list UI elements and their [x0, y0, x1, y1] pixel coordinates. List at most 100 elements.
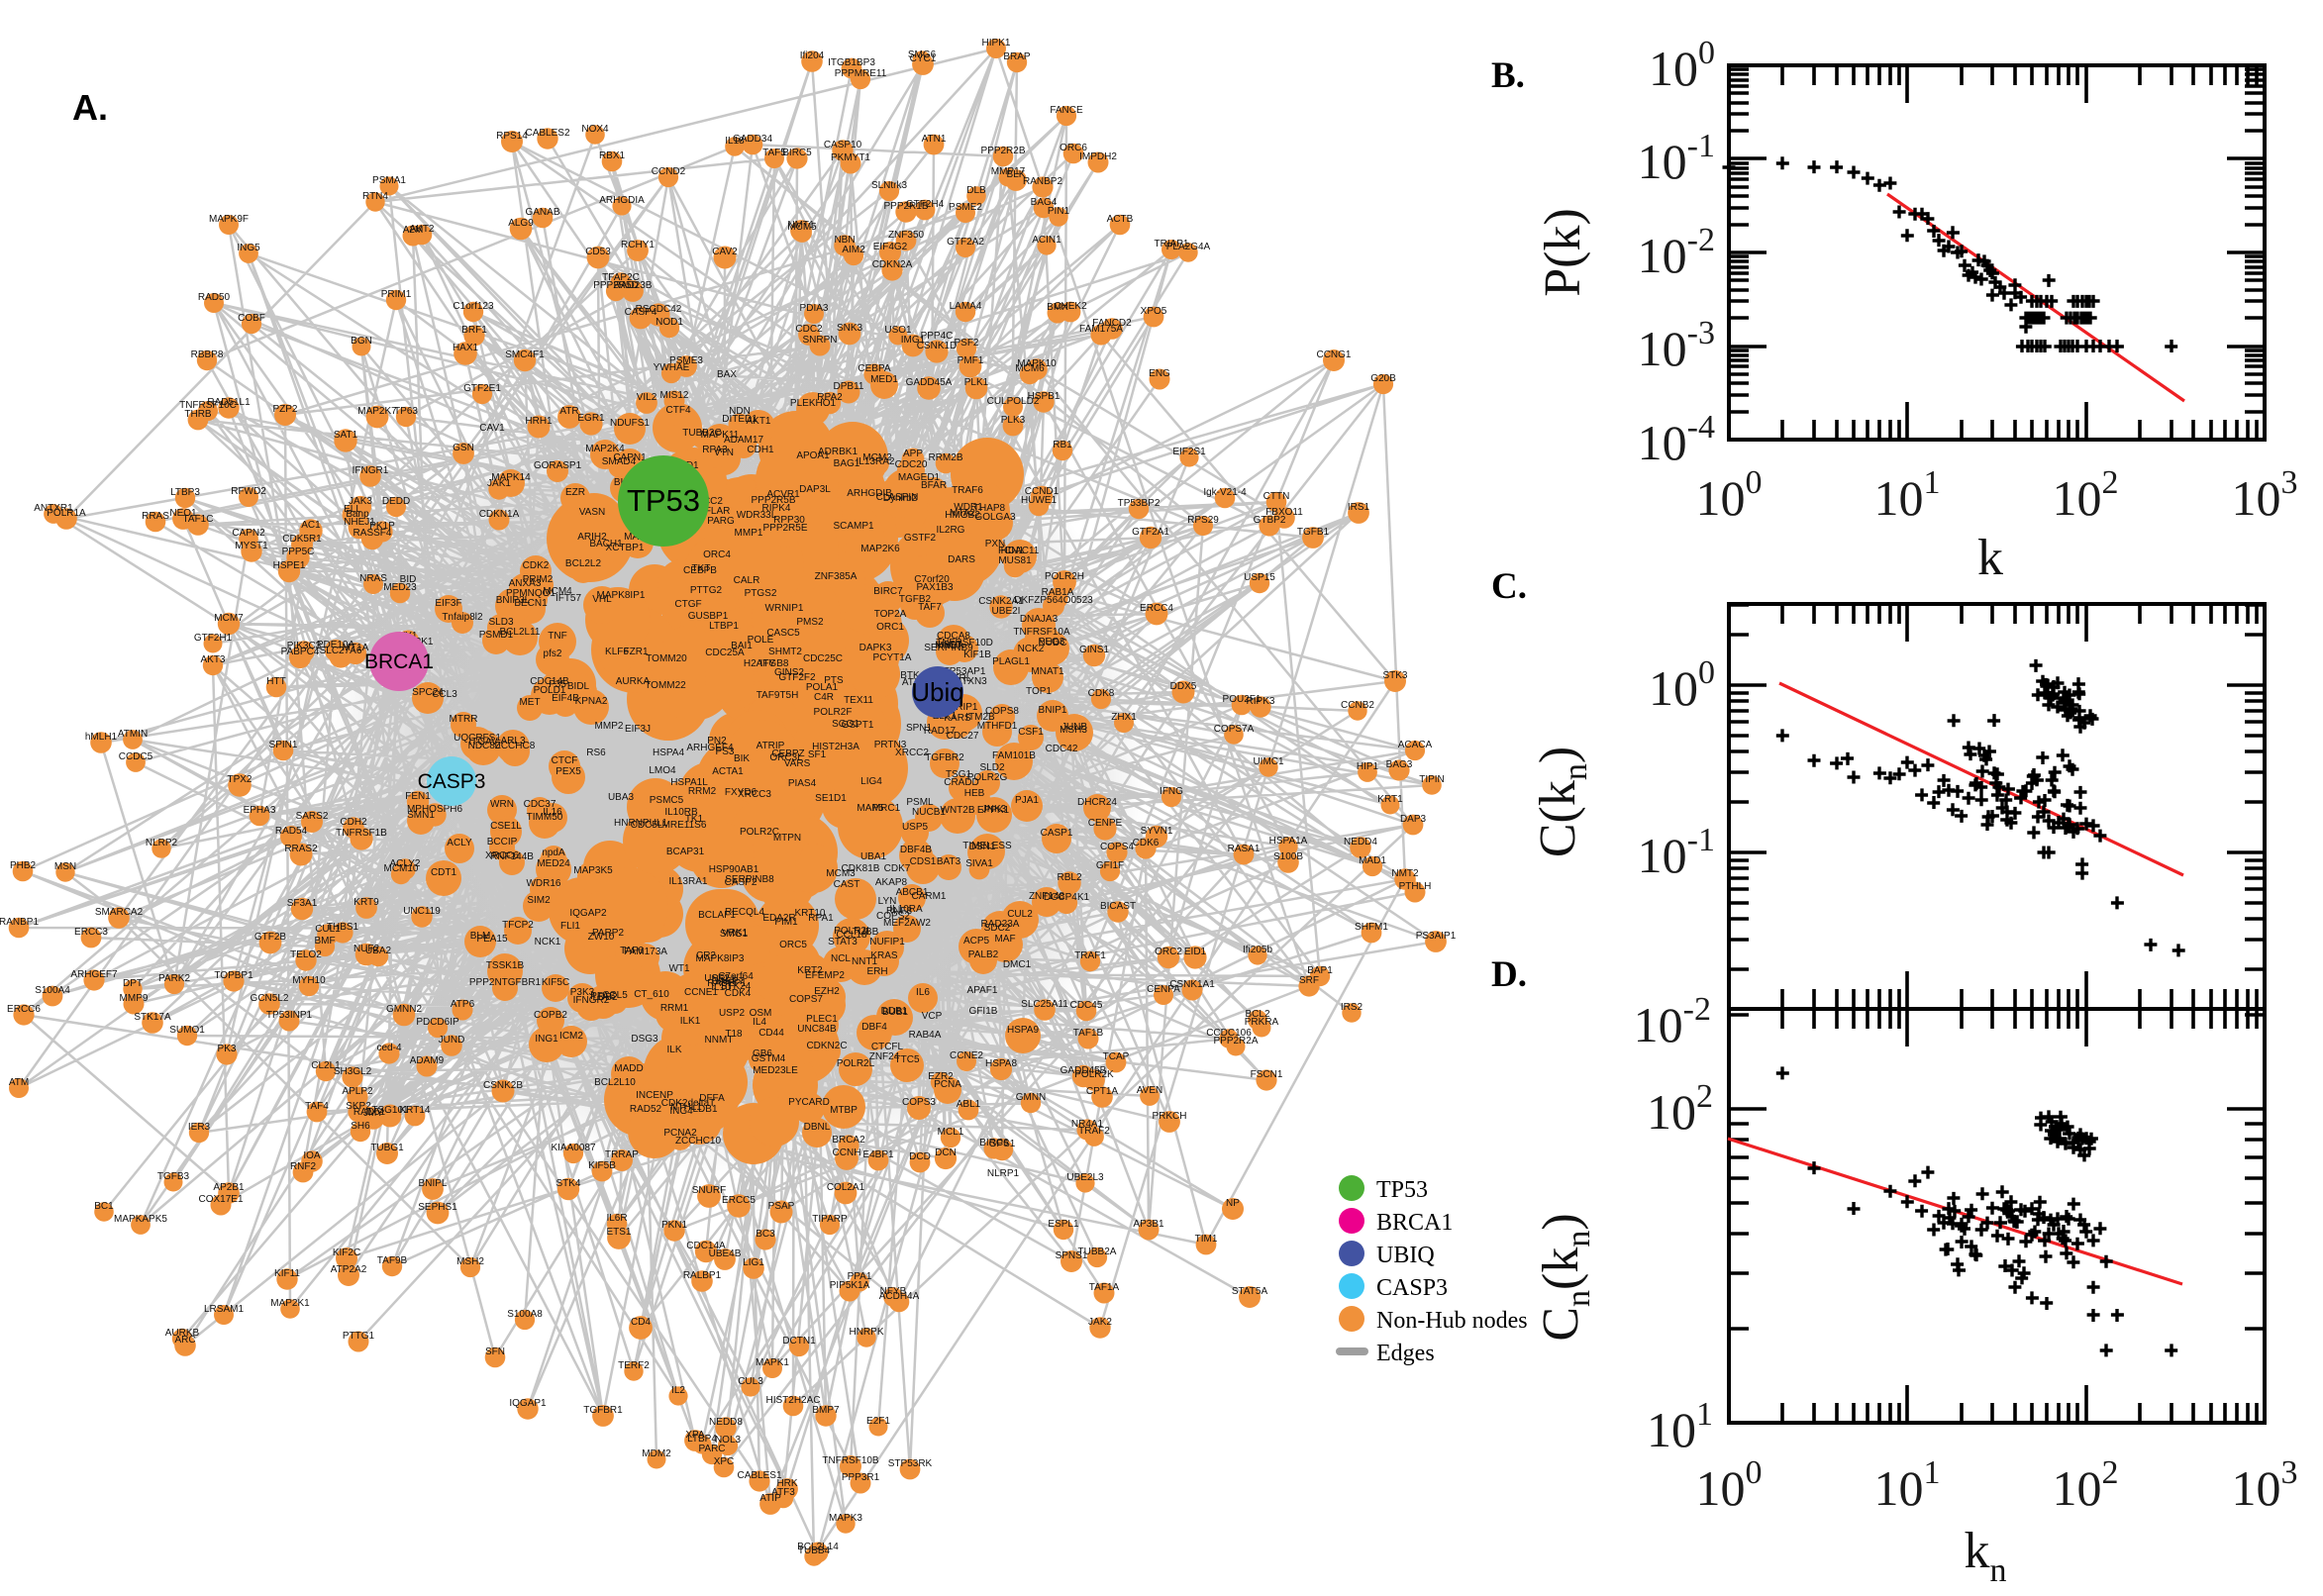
svg-text:DEDD: DEDD	[382, 496, 410, 507]
svg-text:AIM2: AIM2	[842, 245, 865, 255]
svg-text:SMN1: SMN1	[407, 810, 435, 821]
svg-text:FSCN1: FSCN1	[1251, 1069, 1283, 1080]
svg-text:RB1: RB1	[1053, 440, 1072, 450]
svg-text:PIK3C3: PIK3C3	[287, 641, 322, 651]
svg-text:C.: C.	[1491, 566, 1527, 607]
svg-text:TGFBR1: TGFBR1	[583, 1405, 623, 1416]
svg-text:UQCRFS1: UQCRFS1	[454, 733, 501, 744]
svg-text:CDC37: CDC37	[524, 799, 556, 810]
svg-text:SNURF: SNURF	[692, 1185, 726, 1196]
svg-text:EGR1: EGR1	[577, 413, 605, 424]
svg-text:JMY: JMY	[363, 1108, 383, 1119]
svg-text:ING1: ING1	[535, 1034, 558, 1045]
svg-text:TUBB2A: TUBB2A	[1078, 1247, 1117, 1257]
svg-text:SMG6: SMG6	[908, 50, 937, 60]
svg-text:PIM1: PIM1	[774, 917, 798, 928]
svg-text:MAGED1: MAGED1	[898, 472, 941, 483]
svg-text:COPS7: COPS7	[789, 994, 823, 1005]
svg-text:CCL5: CCL5	[602, 990, 628, 1001]
svg-text:SDC2: SDC2	[984, 923, 1011, 934]
svg-text:KRT10: KRT10	[795, 908, 826, 919]
svg-text:CDK7: CDK7	[884, 863, 911, 874]
svg-text:AKT3: AKT3	[200, 654, 225, 665]
svg-text:S100B: S100B	[1273, 851, 1303, 862]
svg-text:RNF2: RNF2	[290, 1161, 317, 1172]
svg-text:AKAP8: AKAP8	[875, 877, 908, 888]
svg-text:BLM: BLM	[470, 931, 491, 942]
svg-text:HTT: HTT	[266, 676, 285, 687]
svg-text:IL13RA2: IL13RA2	[857, 456, 895, 467]
svg-text:C7orf64: C7orf64	[718, 971, 754, 982]
svg-text:ZNF350: ZNF350	[888, 230, 925, 241]
svg-text:PPP2NTGFBR1: PPP2NTGFBR1	[469, 977, 542, 988]
svg-text:CL2L1: CL2L1	[311, 1060, 341, 1071]
svg-text:CCNG1: CCNG1	[1316, 349, 1351, 360]
svg-text:PS3: PS3	[716, 747, 735, 757]
svg-text:ZCCHC8: ZCCHC8	[495, 741, 536, 751]
svg-text:TGFB1: TGFB1	[1297, 527, 1330, 538]
svg-text:ARHGEF4: ARHGEF4	[686, 743, 734, 753]
svg-text:ORC6: ORC6	[1060, 143, 1087, 153]
svg-text:DBNL: DBNL	[804, 1122, 831, 1133]
svg-text:ERCC3: ERCC3	[74, 927, 108, 938]
svg-text:BRF1: BRF1	[461, 325, 487, 336]
svg-text:PARK2: PARK2	[158, 973, 190, 984]
svg-text:USF2: USF2	[704, 973, 730, 984]
svg-text:DCN: DCN	[935, 1147, 957, 1158]
svg-text:EZH2: EZH2	[814, 986, 840, 997]
svg-text:MAP2K6: MAP2K6	[860, 544, 900, 554]
svg-text:SPN1: SPN1	[906, 723, 933, 734]
svg-text:UBE4B: UBE4B	[709, 1248, 742, 1259]
svg-text:SHFM1: SHFM1	[1355, 922, 1388, 933]
svg-text:AP2B1: AP2B1	[213, 1182, 245, 1193]
svg-text:PSME3: PSME3	[669, 355, 703, 366]
svg-text:ced-4: ced-4	[376, 1043, 401, 1053]
svg-text:PK3: PK3	[218, 1044, 237, 1054]
svg-text:IFNG: IFNG	[1160, 786, 1183, 797]
svg-text:CDS1: CDS1	[910, 856, 937, 867]
svg-text:CAST: CAST	[834, 879, 860, 890]
svg-text:TTC5: TTC5	[895, 1054, 920, 1065]
svg-text:BIRC6: BIRC6	[979, 1138, 1009, 1148]
svg-text:TNFRSF10B: TNFRSF10B	[822, 1455, 879, 1466]
svg-text:TAF1B: TAF1B	[1073, 1028, 1104, 1039]
svg-text:SFN: SFN	[485, 1347, 505, 1357]
svg-text:ORC3L: ORC3L	[769, 752, 803, 763]
svg-text:BIRC5: BIRC5	[782, 148, 812, 158]
svg-text:CEBPB: CEBPB	[683, 565, 717, 576]
svg-text:CEBPA: CEBPA	[858, 363, 890, 374]
svg-text:PPP2R2B: PPP2R2B	[980, 146, 1025, 156]
svg-text:CDK4: CDK4	[725, 988, 752, 999]
svg-text:RRAS2: RRAS2	[284, 844, 318, 854]
svg-text:CCL18: CCL18	[836, 930, 867, 941]
svg-text:COPS7A: COPS7A	[1214, 724, 1255, 735]
svg-text:EIF4G2: EIF4G2	[873, 242, 908, 252]
svg-text:NCK1: NCK1	[535, 937, 561, 948]
svg-text:RNF144B: RNF144B	[490, 851, 534, 862]
svg-text:MAD1: MAD1	[1359, 855, 1386, 866]
svg-text:PEX5: PEX5	[556, 766, 581, 777]
svg-text:KIF11: KIF11	[274, 1268, 300, 1279]
svg-text:NTHL1: NTHL1	[670, 1102, 702, 1113]
svg-text:NCL: NCL	[831, 953, 851, 964]
svg-text:PPP2R2A: PPP2R2A	[1213, 1036, 1258, 1047]
svg-text:IQGAP1: IQGAP1	[509, 1398, 547, 1409]
svg-text:hMLH1: hMLH1	[85, 732, 118, 743]
svg-text:E4BP1: E4BP1	[862, 1149, 894, 1160]
svg-text:CDC25C: CDC25C	[803, 653, 843, 664]
svg-text:CDC5L: CDC5L	[631, 820, 663, 831]
svg-text:VIL2: VIL2	[637, 392, 657, 403]
svg-text:RSCDC42: RSCDC42	[636, 304, 682, 315]
svg-text:MAP2K7: MAP2K7	[357, 406, 397, 417]
svg-text:GORASP1: GORASP1	[534, 460, 582, 471]
svg-text:TFCP2: TFCP2	[502, 920, 534, 931]
svg-text:PSF2: PSF2	[954, 338, 978, 349]
svg-text:RTN4: RTN4	[362, 191, 388, 202]
svg-text:CRADD: CRADD	[944, 777, 979, 788]
svg-text:ABL1: ABL1	[957, 1099, 981, 1110]
svg-text:NEO1: NEO1	[169, 508, 197, 519]
svg-text:COPB2: COPB2	[534, 1010, 567, 1021]
svg-text:EPPK1: EPPK1	[977, 805, 1010, 816]
svg-text:HRK: HRK	[776, 1478, 797, 1489]
svg-text:PLAGL1: PLAGL1	[992, 656, 1030, 667]
